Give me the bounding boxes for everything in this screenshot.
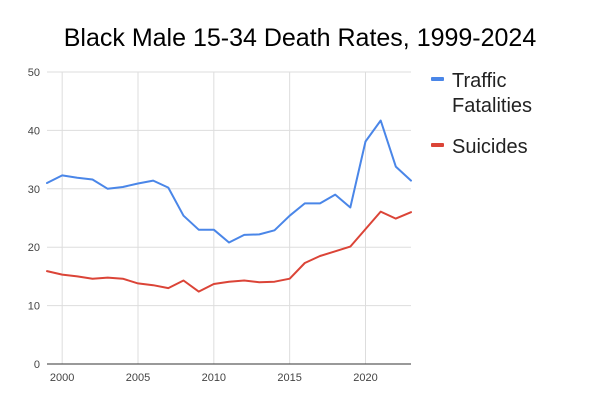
series-line-0 <box>46 119 412 244</box>
legend-item-0: Traffic Fatalities <box>431 70 532 117</box>
x-tick-label: 2005 <box>126 372 150 384</box>
y-tick-label: 30 <box>28 184 40 196</box>
legend-label: Fatalities <box>452 95 532 117</box>
series-line-1 <box>46 210 412 293</box>
legend-item-1: Suicides <box>431 136 528 158</box>
x-tick-label: 2020 <box>353 372 377 384</box>
legend-swatch <box>431 77 444 81</box>
y-tick-label: 0 <box>34 359 40 371</box>
x-tick-label: 2000 <box>50 372 74 384</box>
series-lines <box>46 119 412 293</box>
y-tick-label: 20 <box>28 242 40 254</box>
legend: Traffic Fatalities Suicides <box>431 70 532 158</box>
y-tick-label: 40 <box>28 125 40 137</box>
x-axis-tick-labels: 2000 2005 2010 2015 2020 <box>50 372 378 384</box>
legend-swatch <box>431 143 444 147</box>
y-tick-label: 10 <box>28 301 40 313</box>
legend-label: Traffic <box>452 70 506 92</box>
grid-lines <box>47 71 411 364</box>
y-tick-label: 50 <box>28 67 40 79</box>
legend-label: Suicides <box>452 136 528 158</box>
chart-title: Black Male 15-34 Death Rates, 1999-2024 <box>64 24 537 52</box>
x-tick-label: 2015 <box>277 372 301 384</box>
x-tick-label: 2010 <box>202 372 226 384</box>
y-axis-tick-labels: 0 10 20 30 40 50 <box>28 67 40 371</box>
